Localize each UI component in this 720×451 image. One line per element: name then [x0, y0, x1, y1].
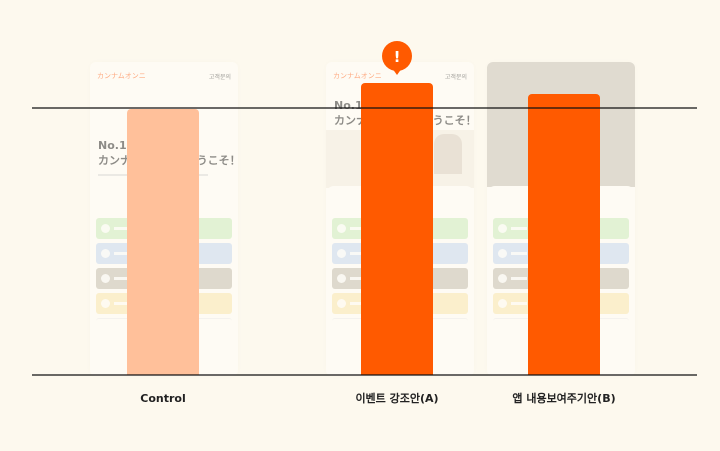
login-label-placeholder [511, 277, 527, 280]
login-provider-icon [498, 224, 507, 233]
category-label-1: 이벤트 강조안(A) [355, 391, 438, 405]
badge-circle [382, 41, 412, 71]
login-provider-icon [337, 249, 346, 258]
login-provider-icon [498, 249, 507, 258]
login-label-placeholder [511, 227, 527, 230]
login-provider-icon [498, 299, 507, 308]
login-label-placeholder [350, 227, 366, 230]
bar-1 [361, 83, 433, 375]
highlight-badge: ! [382, 41, 412, 75]
login-label-placeholder [114, 302, 130, 305]
bar-1-base [361, 369, 433, 375]
category-label-0: Control [140, 392, 185, 405]
mockup-logo: カンナムオンニ [333, 72, 382, 80]
login-provider-icon [337, 224, 346, 233]
bar-group [127, 83, 600, 375]
login-provider-icon [498, 274, 507, 283]
category-labels: Control 이벤트 강조안(A) 앱 내용보여주기안(B) [140, 391, 615, 405]
bar-2 [528, 94, 600, 375]
bar-0 [127, 109, 199, 375]
category-label-2: 앱 내용보여주기안(B) [512, 391, 615, 405]
login-provider-icon [101, 274, 110, 283]
badge-pointer [392, 68, 402, 75]
login-label-placeholder [511, 302, 527, 305]
login-label-placeholder [114, 277, 130, 280]
login-label-placeholder [511, 252, 527, 255]
login-provider-icon [337, 299, 346, 308]
login-provider-icon [337, 274, 346, 283]
login-provider-icon [101, 249, 110, 258]
login-label-placeholder [114, 252, 130, 255]
login-label-placeholder [350, 277, 366, 280]
login-label-placeholder [350, 302, 366, 305]
mockup-help-link: 고객문의 [208, 74, 231, 81]
mockup-banner-image [434, 134, 462, 174]
badge-exclamation-icon: ! [394, 48, 401, 66]
login-label-placeholder [114, 227, 130, 230]
mockup-logo: カンナムオンニ [97, 72, 146, 80]
mockup-help-link: 고객문의 [444, 74, 467, 81]
login-label-placeholder [350, 252, 366, 255]
bar-2-base [528, 369, 600, 375]
login-provider-icon [101, 224, 110, 233]
bar-0-base [127, 369, 199, 375]
login-provider-icon [101, 299, 110, 308]
